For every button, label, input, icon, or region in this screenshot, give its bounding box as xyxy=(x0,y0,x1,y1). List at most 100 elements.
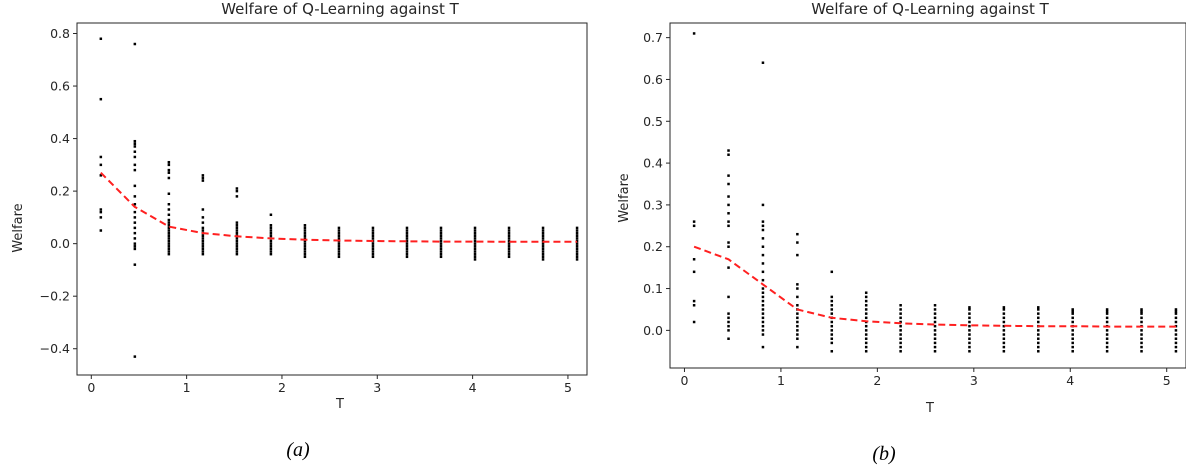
data-point xyxy=(235,237,239,240)
data-point xyxy=(269,239,273,243)
data-point xyxy=(761,316,765,320)
data-point xyxy=(303,239,307,243)
data-point xyxy=(1105,345,1109,349)
data-point xyxy=(201,174,205,177)
data-point xyxy=(507,250,511,253)
data-point xyxy=(473,226,477,230)
data-point xyxy=(968,312,971,315)
data-point xyxy=(761,320,765,324)
data-point xyxy=(761,262,765,265)
y-tick-label: 0.5 xyxy=(643,114,663,129)
data-point xyxy=(507,245,511,248)
data-point xyxy=(933,345,937,349)
data-point xyxy=(133,221,137,224)
data-point xyxy=(371,242,375,245)
data-point xyxy=(761,278,765,282)
x-axis-label: T xyxy=(335,397,344,412)
data-point xyxy=(473,231,477,235)
data-point xyxy=(133,145,137,148)
x-tick-label: 1 xyxy=(777,373,785,388)
data-point xyxy=(473,250,477,253)
data-point xyxy=(830,299,834,303)
data-point xyxy=(968,329,971,332)
data-point xyxy=(167,250,171,253)
data-point xyxy=(133,210,137,214)
data-point xyxy=(692,220,696,223)
data-point xyxy=(371,252,375,256)
data-point xyxy=(439,252,443,256)
data-point xyxy=(541,247,545,251)
data-point xyxy=(1002,333,1006,336)
data-point xyxy=(473,245,477,248)
data-point xyxy=(473,258,477,261)
data-point xyxy=(1174,350,1178,353)
data-point xyxy=(133,163,137,167)
data-point xyxy=(439,255,443,259)
data-point xyxy=(133,42,137,46)
y-tick-label: 0.4 xyxy=(50,131,70,146)
data-point xyxy=(235,189,239,193)
data-point xyxy=(235,239,239,243)
y-tick-label: −0.4 xyxy=(40,341,70,356)
data-point xyxy=(201,216,205,219)
data-point xyxy=(201,179,205,182)
data-point xyxy=(235,231,239,235)
data-point xyxy=(337,252,341,256)
data-point xyxy=(439,239,443,243)
data-point xyxy=(1105,316,1109,320)
data-point xyxy=(933,333,937,336)
data-point xyxy=(507,239,511,243)
data-point xyxy=(830,350,834,353)
data-point xyxy=(1037,306,1040,309)
data-point xyxy=(899,316,902,320)
data-point xyxy=(727,295,730,299)
data-point xyxy=(337,231,341,235)
data-point xyxy=(575,229,579,232)
data-point xyxy=(727,212,730,215)
data-point xyxy=(761,291,765,294)
data-point xyxy=(371,231,375,235)
data-point xyxy=(541,234,545,238)
y-tick-label: 0.0 xyxy=(643,323,663,338)
data-point xyxy=(405,250,409,253)
data-point xyxy=(1140,320,1143,324)
data-point xyxy=(899,337,902,340)
data-point xyxy=(727,324,730,328)
data-point xyxy=(761,324,765,328)
data-point xyxy=(1002,329,1006,332)
data-point xyxy=(692,258,696,261)
data-point xyxy=(439,250,443,253)
data-point xyxy=(133,142,137,146)
data-point xyxy=(692,270,696,274)
data-point xyxy=(167,192,171,195)
data-point xyxy=(727,174,730,177)
data-point xyxy=(899,308,902,311)
x-tick-label: 2 xyxy=(873,373,881,388)
data-point xyxy=(968,345,971,349)
y-tick-label: 0.0 xyxy=(50,236,70,251)
data-point xyxy=(1037,320,1040,324)
data-point xyxy=(473,242,477,245)
y-tick-label: 0.2 xyxy=(643,239,663,254)
data-point xyxy=(473,237,477,240)
data-point xyxy=(201,252,205,256)
data-point xyxy=(337,245,341,248)
data-point xyxy=(830,308,834,311)
data-point xyxy=(235,187,239,190)
data-point xyxy=(1037,341,1040,345)
data-point xyxy=(541,229,545,232)
data-point xyxy=(899,341,902,345)
data-point xyxy=(473,252,477,256)
data-point xyxy=(1174,337,1178,340)
data-point xyxy=(899,329,902,332)
data-point xyxy=(133,195,137,198)
data-point xyxy=(1071,350,1074,353)
data-point xyxy=(541,258,545,261)
data-point xyxy=(796,241,799,244)
data-point xyxy=(473,247,477,251)
data-point xyxy=(269,245,273,248)
data-point xyxy=(371,234,375,238)
data-point xyxy=(133,150,137,153)
data-point xyxy=(727,316,730,320)
data-point xyxy=(99,174,103,177)
